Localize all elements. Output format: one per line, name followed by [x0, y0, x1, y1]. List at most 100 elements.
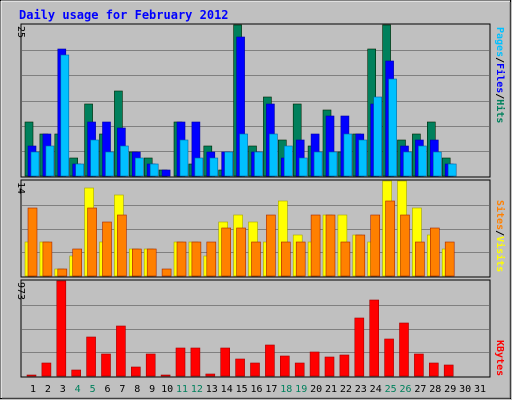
- hits-bar-pages-day-11: [179, 139, 189, 177]
- kbytes-bar-kbytes-day-3: [56, 280, 67, 377]
- hits-bar-pages-day-28: [432, 151, 442, 177]
- hits-bar-pages-day-14: [224, 151, 233, 177]
- kbytes-bar-kbytes-day-26: [399, 322, 409, 377]
- x-tick-label-day-2: 2: [45, 384, 51, 395]
- kbytes-bar-kbytes-day-10: [160, 374, 171, 377]
- hits-bar-pages-day-26: [403, 151, 412, 177]
- visits-bar-sites-day-24: [370, 214, 381, 277]
- x-tick-label-day-13: 13: [206, 384, 218, 395]
- kbytes-bar-kbytes-day-24: [369, 299, 380, 377]
- kbytes-bar-kbytes-day-6: [101, 353, 111, 377]
- kbytes-bar-kbytes-day-11: [175, 347, 186, 377]
- kbytes-bar-kbytes-day-12: [190, 347, 201, 377]
- visits-bar-sites-day-20: [310, 214, 321, 277]
- visits-bar-sites-day-29: [444, 241, 455, 277]
- kbytes-bar-kbytes-day-14: [220, 347, 230, 377]
- visits-bar-sites-day-27: [415, 241, 425, 277]
- legend-visits: Visits: [494, 236, 506, 272]
- kbytes-bar-kbytes-day-9: [145, 353, 156, 377]
- visits-bar-sites-day-12: [191, 241, 202, 277]
- legend-sites: Sites: [494, 200, 506, 230]
- x-tick-label-day-3: 3: [60, 384, 66, 395]
- kbytes-bar-kbytes-day-2: [41, 362, 52, 377]
- kbytes-bar-kbytes-day-1: [26, 374, 37, 377]
- legend-separator: /: [494, 230, 505, 236]
- visits-bar-sites-day-22: [340, 241, 351, 277]
- hits-bar-pages-day-1: [30, 151, 40, 177]
- hits-bar-pages-day-15: [239, 133, 248, 177]
- hits-bar-pages-day-25: [388, 78, 397, 177]
- x-tick-label-day-25: 25: [385, 384, 397, 395]
- panel-hits-ymax-label: 25: [15, 26, 26, 38]
- x-tick-label-day-23: 23: [355, 384, 367, 395]
- x-tick-label-day-17: 17: [265, 384, 277, 395]
- panel-hits-legend: Pages/Files/Hits: [494, 27, 506, 123]
- x-tick-label-day-30: 30: [459, 384, 471, 395]
- visits-bar-sites-day-25: [385, 200, 395, 277]
- kbytes-bar-kbytes-day-22: [339, 354, 350, 377]
- hits-bar-pages-day-19: [298, 157, 308, 177]
- kbytes-bar-kbytes-day-13: [205, 373, 216, 377]
- kbytes-bar-kbytes-day-28: [428, 362, 439, 377]
- kbytes-bar-kbytes-day-8: [131, 366, 141, 377]
- kbytes-bar-kbytes-day-21: [324, 356, 335, 377]
- panel-kbytes-legend: KBytes: [494, 340, 505, 376]
- visits-bar-sites-day-23: [355, 234, 366, 277]
- legend-separator: /: [494, 93, 505, 99]
- panel-kbytes-ymax-label: 973: [15, 282, 26, 300]
- hits-bar-pages-day-6: [105, 151, 114, 177]
- kbytes-bar-kbytes-day-4: [71, 369, 81, 377]
- x-tick-label-day-31: 31: [474, 384, 486, 395]
- visits-bar-sites-day-4: [72, 248, 82, 277]
- kbytes-bar-kbytes-day-29: [443, 364, 454, 377]
- hits-bar-pages-day-2: [45, 145, 55, 177]
- x-tick-label-day-26: 26: [399, 384, 411, 395]
- legend-hits: Hits: [494, 99, 506, 123]
- kbytes-bar-kbytes-day-27: [414, 353, 424, 377]
- x-tick-label-day-18: 18: [280, 384, 292, 395]
- hits-bar-pages-day-16: [254, 151, 263, 177]
- legend-files: Files: [494, 63, 506, 93]
- visits-bar-sites-day-26: [400, 214, 410, 277]
- x-tick-label-day-15: 15: [236, 384, 248, 395]
- kbytes-bar-kbytes-day-18: [279, 355, 290, 377]
- visits-bar-sites-day-11: [176, 241, 187, 277]
- hits-bar-pages-day-27: [418, 145, 427, 177]
- hits-bar-pages-day-20: [313, 151, 323, 177]
- visits-bar-sites-day-28: [429, 227, 440, 277]
- hits-bar-pages-day-24: [373, 96, 383, 177]
- chart-title: Daily usage for February 2012: [19, 8, 229, 22]
- x-tick-label-day-28: 28: [429, 384, 441, 395]
- kbytes-bar-kbytes-day-25: [384, 338, 394, 377]
- x-tick-label-day-22: 22: [340, 384, 352, 395]
- x-tick-label-day-19: 19: [295, 384, 307, 395]
- kbytes-bar-kbytes-day-23: [354, 317, 365, 377]
- visits-bar-sites-day-14: [221, 227, 231, 277]
- hits-bar-pages-day-3: [60, 54, 70, 177]
- kbytes-bar-kbytes-day-17: [265, 344, 275, 377]
- chart-marks: 1 2 3 4 5 6 7 8 9 10 11 12 13 14 15 16 17 18 19 20 21 22 23 24 2…: [22, 24, 489, 395]
- visits-bar-sites-day-3: [57, 268, 68, 277]
- x-tick-label-day-20: 20: [310, 384, 322, 395]
- hits-bar-pages-day-29: [447, 163, 457, 177]
- visits-bar-sites-day-8: [132, 248, 142, 277]
- visits-bar-sites-day-10: [161, 268, 172, 277]
- kbytes-bar-kbytes-day-19: [294, 362, 305, 377]
- hits-bar-pages-day-17: [269, 133, 278, 177]
- hits-bar-pages-day-23: [358, 139, 368, 177]
- x-tick-label-day-29: 29: [444, 384, 456, 395]
- kbytes-bar-kbytes-day-16: [250, 362, 260, 377]
- legend-separator: /: [494, 57, 505, 63]
- visits-bar-sites-day-1: [27, 207, 38, 277]
- x-tick-label-day-7: 7: [119, 384, 125, 395]
- hits-bar-pages-day-7: [120, 145, 129, 177]
- hits-bar-pages-day-5: [90, 139, 99, 177]
- x-tick-label-day-27: 27: [414, 384, 426, 395]
- hits-bar-pages-day-13: [209, 157, 219, 177]
- panel-visits-ymax-label: 14: [15, 182, 26, 194]
- x-tick-label-day-10: 10: [161, 384, 173, 395]
- hits-bar-pages-day-22: [343, 133, 353, 177]
- hits-bar-pages-day-9: [149, 163, 159, 177]
